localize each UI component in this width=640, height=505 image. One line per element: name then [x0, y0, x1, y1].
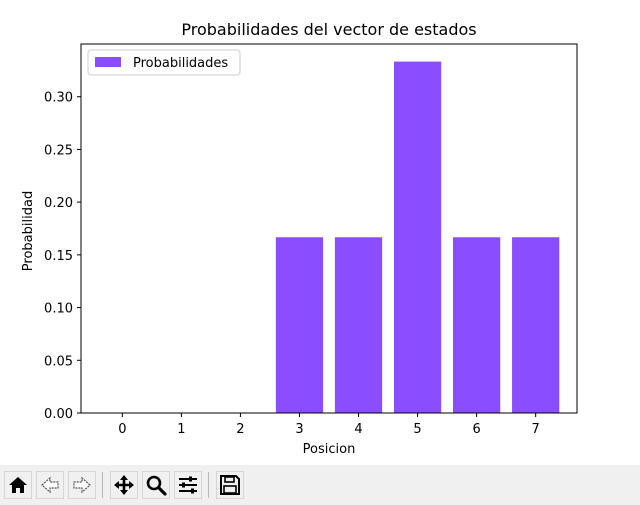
toolbar-separator [208, 472, 209, 498]
move-icon [114, 475, 134, 495]
legend: Probabilidades [87, 49, 241, 76]
x-tick-label: 1 [177, 422, 185, 437]
forward-arrow-icon [73, 476, 91, 494]
bars-group [275, 61, 560, 414]
x-tick-label: 3 [295, 422, 303, 437]
bar-5 [393, 61, 442, 414]
y-axis-label: Probabilidad [21, 191, 36, 271]
legend-label: Probabilidades [133, 56, 228, 71]
y-ticks: 0.00 0.05 0.10 0.15 0.20 0.25 0.30 [44, 91, 81, 422]
back-button[interactable] [36, 471, 64, 499]
bar-7 [512, 237, 560, 413]
x-tick-label: 0 [118, 422, 126, 437]
y-tick-label: 0.15 [44, 249, 73, 264]
forward-button[interactable] [68, 471, 96, 499]
toolbar-separator [102, 472, 103, 498]
x-tick-label: 2 [236, 422, 244, 437]
configure-subplots-button[interactable] [174, 471, 202, 499]
y-tick-label: 0.10 [44, 302, 73, 317]
y-tick-label: 0.30 [44, 91, 73, 106]
x-axis-label: Posicion [303, 442, 356, 457]
bar-chart: Probabilidades del vector de estados 0 1 2… [21, 20, 578, 457]
bar-3 [275, 237, 324, 413]
chart-title: Probabilidades del vector de estados [181, 20, 476, 39]
y-tick-label: 0.00 [44, 407, 73, 422]
home-button[interactable] [4, 471, 32, 499]
plot-frame [80, 43, 578, 414]
y-tick-label: 0.20 [44, 196, 73, 211]
x-tick-label: 6 [472, 422, 480, 437]
bar-6 [453, 237, 501, 413]
x-tick-label: 5 [413, 422, 421, 437]
magnifier-icon [146, 475, 167, 496]
navigation-toolbar [0, 465, 640, 505]
y-tick-label: 0.05 [44, 354, 73, 369]
home-icon [9, 477, 27, 493]
legend-box [87, 49, 241, 76]
x-tick-label: 4 [354, 422, 362, 437]
back-arrow-icon [41, 476, 59, 494]
sliders-icon [179, 476, 197, 494]
floppy-disk-icon [220, 475, 240, 495]
legend-swatch [95, 57, 121, 67]
x-ticks: 0 1 2 3 4 5 6 7 [118, 413, 540, 437]
x-tick-label: 7 [532, 422, 540, 437]
zoom-button[interactable] [142, 471, 170, 499]
bar-4 [334, 237, 383, 413]
figure: Probabilidades del vector de estados 0 1 2… [21, 20, 578, 457]
y-tick-label: 0.25 [44, 143, 73, 158]
save-button[interactable] [216, 471, 244, 499]
pan-button[interactable] [110, 471, 138, 499]
